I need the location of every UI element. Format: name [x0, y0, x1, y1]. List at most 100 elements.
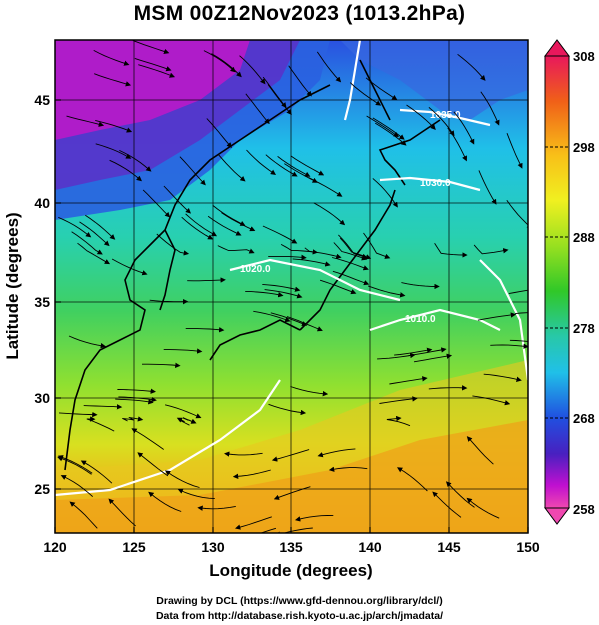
lat-tick-label: 25 — [34, 481, 50, 497]
streamline — [132, 40, 170, 55]
streamline — [80, 460, 113, 484]
streamline — [478, 170, 497, 205]
streamline — [179, 156, 206, 186]
streamline — [349, 82, 382, 106]
streamline — [138, 64, 176, 78]
streamline — [363, 232, 391, 259]
streamline — [95, 119, 133, 133]
streamline — [156, 233, 190, 256]
colorbar-tick-label: 268 — [573, 411, 595, 426]
streamline — [71, 231, 103, 255]
streamline — [374, 122, 407, 146]
streamline — [239, 55, 266, 85]
streamline — [164, 470, 200, 488]
streamline — [66, 115, 105, 127]
streamline — [331, 257, 369, 271]
map-title: MSM 00Z12Nov2023 (1013.2hPa) — [133, 2, 466, 25]
streamline — [490, 343, 528, 349]
streamline — [262, 283, 301, 292]
streamline — [271, 449, 310, 462]
streamline — [379, 396, 418, 404]
streamline — [338, 234, 368, 259]
streamline — [432, 491, 462, 518]
streamline — [477, 312, 517, 321]
colorbar-top-arrow — [544, 39, 570, 57]
streamline — [164, 404, 202, 419]
streamline — [122, 416, 144, 422]
streamline — [313, 202, 346, 226]
streamline — [262, 225, 298, 244]
isobar-label: 1035.0 — [430, 110, 461, 121]
streamline — [445, 481, 475, 508]
colorbar-scale — [544, 55, 570, 509]
streamline — [386, 415, 411, 427]
streamline — [401, 282, 440, 290]
lon-tick-label: 150 — [516, 539, 540, 555]
streamline — [274, 527, 313, 533]
streamline — [93, 49, 130, 66]
streamline — [119, 149, 152, 172]
streamline — [117, 388, 156, 394]
streamline — [394, 347, 433, 356]
y-axis-label: Latitude (degrees) — [3, 212, 22, 359]
streamline — [506, 199, 528, 230]
streamline — [245, 290, 284, 298]
streamline — [292, 258, 331, 267]
streamline — [221, 212, 256, 232]
streamline — [466, 436, 494, 465]
streamline — [262, 76, 287, 109]
streamline — [69, 501, 98, 529]
streamline — [259, 527, 277, 533]
streamline — [246, 149, 277, 175]
streamline — [515, 312, 528, 315]
streamline — [211, 53, 242, 78]
streamline — [187, 277, 226, 283]
streamline — [273, 486, 311, 500]
lat-tick-label: 40 — [34, 195, 50, 211]
streamline — [508, 289, 528, 295]
streamline — [366, 115, 399, 138]
streamline — [389, 376, 428, 385]
lat-tick-label: 45 — [34, 92, 50, 108]
colorbar-tick-label: 288 — [573, 230, 595, 245]
streamline — [86, 416, 115, 432]
streamline — [181, 216, 214, 240]
lon-tick-label: 120 — [43, 539, 67, 555]
streamline — [408, 347, 447, 357]
streamline — [185, 327, 225, 333]
streamline — [109, 159, 142, 182]
streamline — [328, 466, 368, 472]
lon-tick-label: 145 — [437, 539, 461, 555]
streamline — [83, 404, 123, 410]
streamline — [367, 285, 406, 298]
streamline — [480, 91, 500, 126]
streamline — [206, 118, 232, 148]
lon-tick-label: 135 — [279, 539, 303, 555]
streamline — [377, 352, 416, 360]
streamline — [207, 215, 242, 236]
streamline — [290, 155, 325, 176]
streamline — [319, 279, 357, 295]
streamline — [212, 205, 246, 226]
x-axis-label: Longitude (degrees) — [209, 561, 372, 580]
isobar-label: 1010.0 — [405, 314, 436, 325]
streamline — [68, 335, 107, 349]
streamline — [203, 50, 236, 73]
streamline — [372, 178, 398, 208]
wind-streamlines — [57, 40, 528, 533]
streamline — [428, 385, 468, 391]
streamline — [472, 395, 511, 406]
streamline — [149, 298, 189, 305]
streamline — [58, 411, 98, 418]
streamline — [317, 448, 356, 458]
streamline — [57, 456, 92, 475]
streamline — [85, 214, 116, 240]
streamline — [232, 469, 271, 479]
lat-tick-label: 30 — [34, 390, 50, 406]
streamline — [217, 154, 246, 182]
streamline — [428, 107, 455, 137]
streamline — [396, 467, 428, 492]
streamline — [308, 177, 343, 197]
streamline — [95, 143, 132, 159]
colorbar-tick-label: 308 — [573, 49, 595, 64]
